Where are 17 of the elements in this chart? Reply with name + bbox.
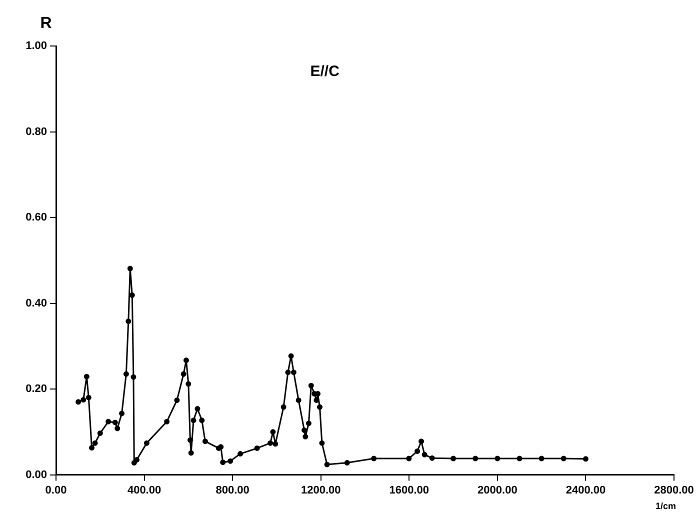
x-tick-label: 2800.00 <box>654 484 694 496</box>
y-tick-label: 0.20 <box>26 383 47 396</box>
x-tick-label: 400.00 <box>127 484 162 496</box>
x-tick-label: 1200.00 <box>300 484 341 496</box>
x-tick-label: 800.00 <box>216 484 250 496</box>
y-axis-title: R <box>40 15 52 32</box>
text: E//C <box>310 63 340 80</box>
y-tick-label: 0.40 <box>26 297 47 310</box>
y-tick-label: 1.00 <box>26 40 47 52</box>
x-tick-label: 2000.00 <box>478 484 518 496</box>
y-tick-label: 0.80 <box>26 126 47 138</box>
y-tick-label: 0.00 <box>26 468 47 481</box>
x-axis-title: 1/cm <box>655 500 676 511</box>
x-tick-label: 0.00 <box>45 484 67 496</box>
y-tick-label: 0.60 <box>26 212 47 224</box>
x-tick-label: 1600.00 <box>389 484 430 496</box>
x-tick-label: 2400.00 <box>566 484 606 496</box>
